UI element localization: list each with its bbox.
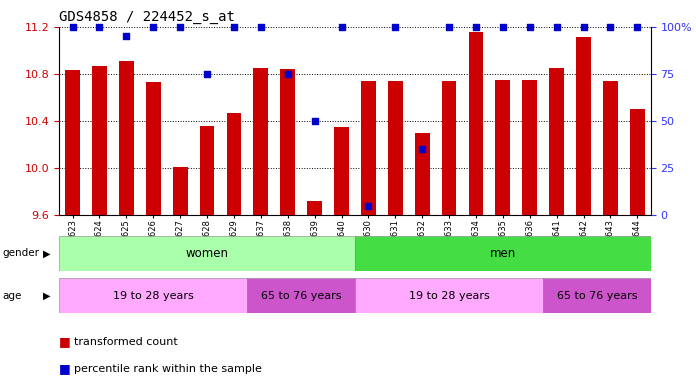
- Point: [578, 24, 589, 30]
- Text: 65 to 76 years: 65 to 76 years: [557, 291, 638, 301]
- Bar: [280, 69, 295, 215]
- Bar: [253, 68, 268, 215]
- Text: ■: ■: [59, 362, 71, 375]
- Bar: [59, 236, 355, 271]
- Text: women: women: [186, 247, 228, 260]
- Point: [498, 24, 509, 30]
- Bar: [361, 81, 376, 215]
- Bar: [576, 38, 591, 215]
- Point: [175, 24, 186, 30]
- Text: ▶: ▶: [43, 248, 50, 258]
- Bar: [442, 81, 457, 215]
- Bar: [388, 81, 403, 215]
- Text: ■: ■: [59, 335, 71, 348]
- Point: [390, 24, 401, 30]
- Point: [121, 33, 132, 39]
- Bar: [334, 127, 349, 215]
- Bar: [146, 82, 161, 215]
- Point: [632, 24, 643, 30]
- Bar: [65, 70, 80, 215]
- Bar: [247, 278, 355, 313]
- Bar: [543, 278, 651, 313]
- Bar: [173, 167, 187, 215]
- Text: percentile rank within the sample: percentile rank within the sample: [74, 364, 262, 374]
- Point: [443, 24, 454, 30]
- Bar: [415, 133, 429, 215]
- Bar: [355, 278, 543, 313]
- Point: [255, 24, 267, 30]
- Point: [202, 71, 213, 77]
- Point: [551, 24, 562, 30]
- Bar: [200, 126, 214, 215]
- Point: [148, 24, 159, 30]
- Text: 19 to 28 years: 19 to 28 years: [113, 291, 193, 301]
- Text: 19 to 28 years: 19 to 28 years: [409, 291, 489, 301]
- Text: men: men: [490, 247, 516, 260]
- Bar: [355, 236, 651, 271]
- Point: [605, 24, 616, 30]
- Point: [67, 24, 78, 30]
- Point: [94, 24, 105, 30]
- Point: [336, 24, 347, 30]
- Bar: [630, 109, 644, 215]
- Point: [417, 146, 428, 152]
- Bar: [496, 80, 510, 215]
- Text: gender: gender: [2, 248, 39, 258]
- Point: [228, 24, 239, 30]
- Bar: [307, 201, 322, 215]
- Point: [524, 24, 535, 30]
- Bar: [227, 113, 242, 215]
- Bar: [119, 61, 134, 215]
- Bar: [523, 80, 537, 215]
- Point: [309, 118, 320, 124]
- Point: [363, 202, 374, 209]
- Bar: [92, 66, 107, 215]
- Text: ▶: ▶: [43, 291, 50, 301]
- Bar: [468, 31, 483, 215]
- Text: GDS4858 / 224452_s_at: GDS4858 / 224452_s_at: [59, 10, 235, 25]
- Point: [470, 24, 482, 30]
- Point: [282, 71, 293, 77]
- Text: transformed count: transformed count: [74, 337, 178, 347]
- Bar: [603, 81, 618, 215]
- Bar: [549, 68, 564, 215]
- Text: 65 to 76 years: 65 to 76 years: [261, 291, 342, 301]
- Text: age: age: [2, 291, 22, 301]
- Bar: [59, 278, 247, 313]
